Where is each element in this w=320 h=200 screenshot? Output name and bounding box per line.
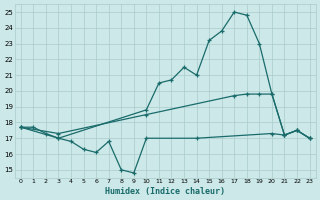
X-axis label: Humidex (Indice chaleur): Humidex (Indice chaleur) bbox=[105, 187, 225, 196]
